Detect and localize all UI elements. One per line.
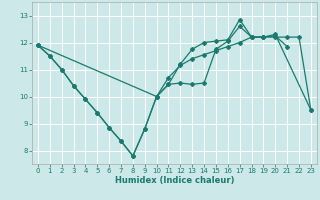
X-axis label: Humidex (Indice chaleur): Humidex (Indice chaleur) — [115, 176, 234, 185]
